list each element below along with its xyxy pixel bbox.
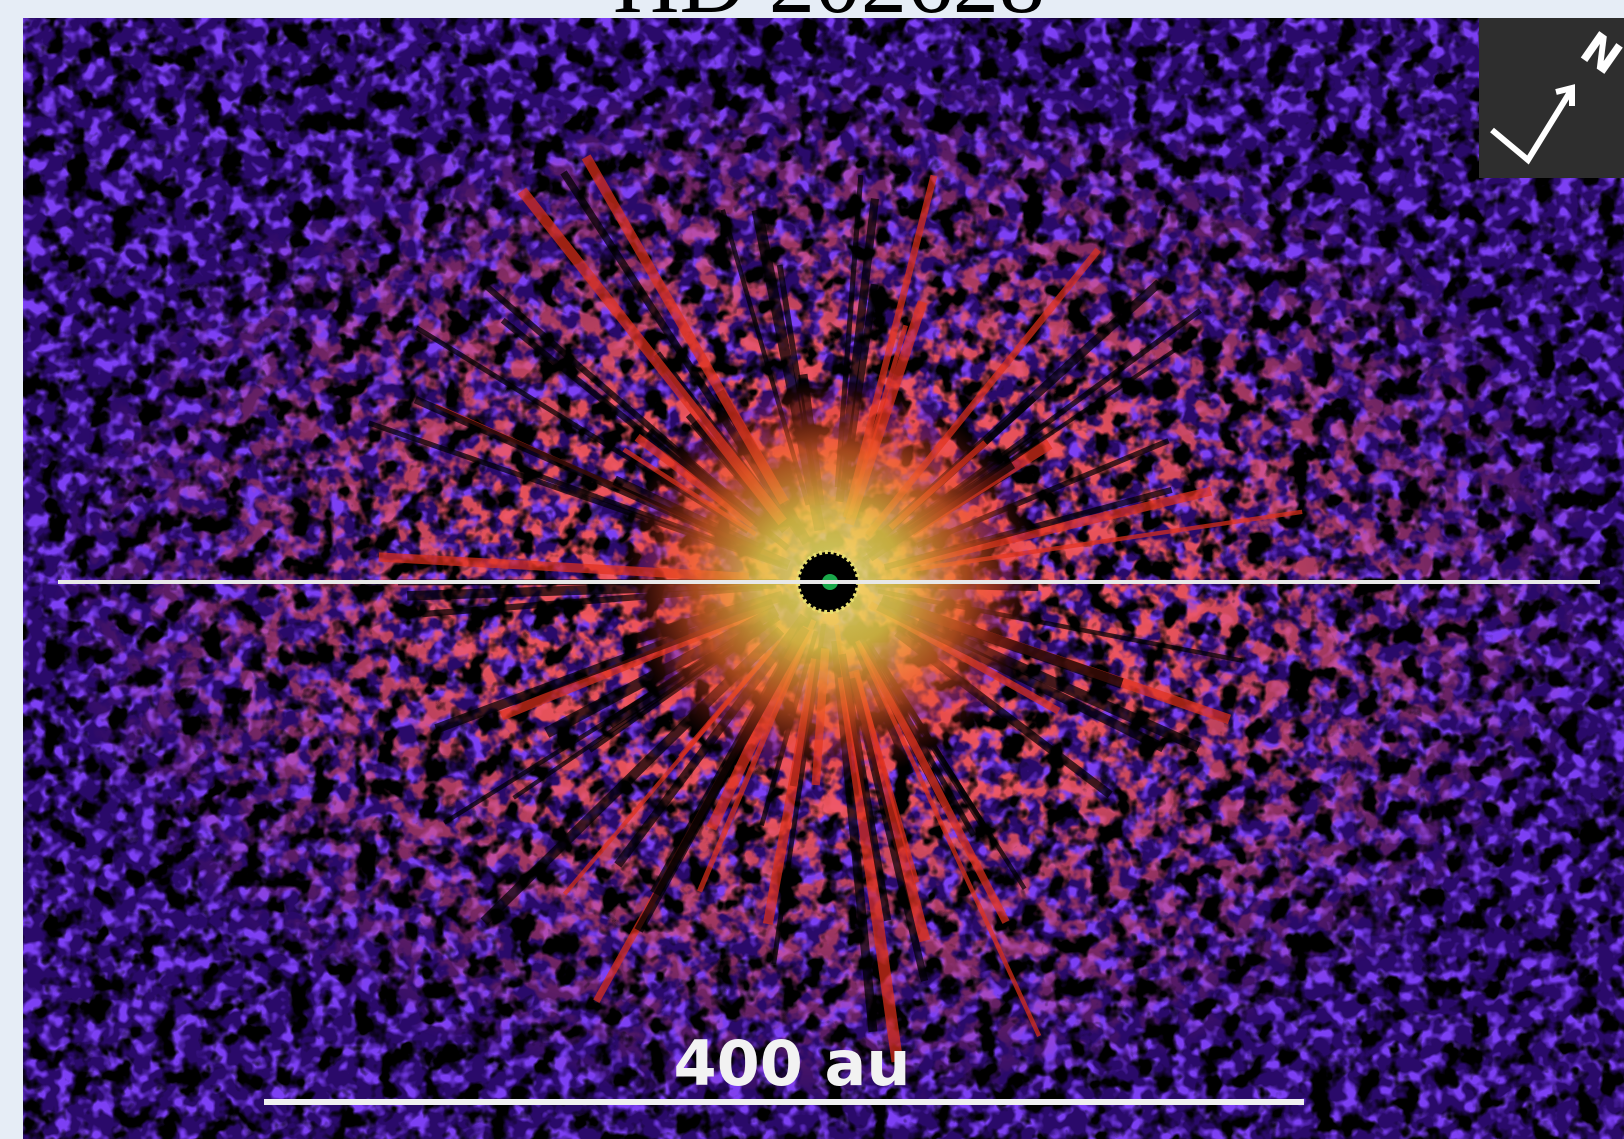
- scale-label: 400 au: [674, 1027, 911, 1100]
- page: HD 202628 400 au N (() => { const data =…: [0, 0, 1624, 1139]
- sky-image: 400 au N: [23, 18, 1624, 1139]
- figure: HD 202628 400 au N: [0, 0, 1624, 1139]
